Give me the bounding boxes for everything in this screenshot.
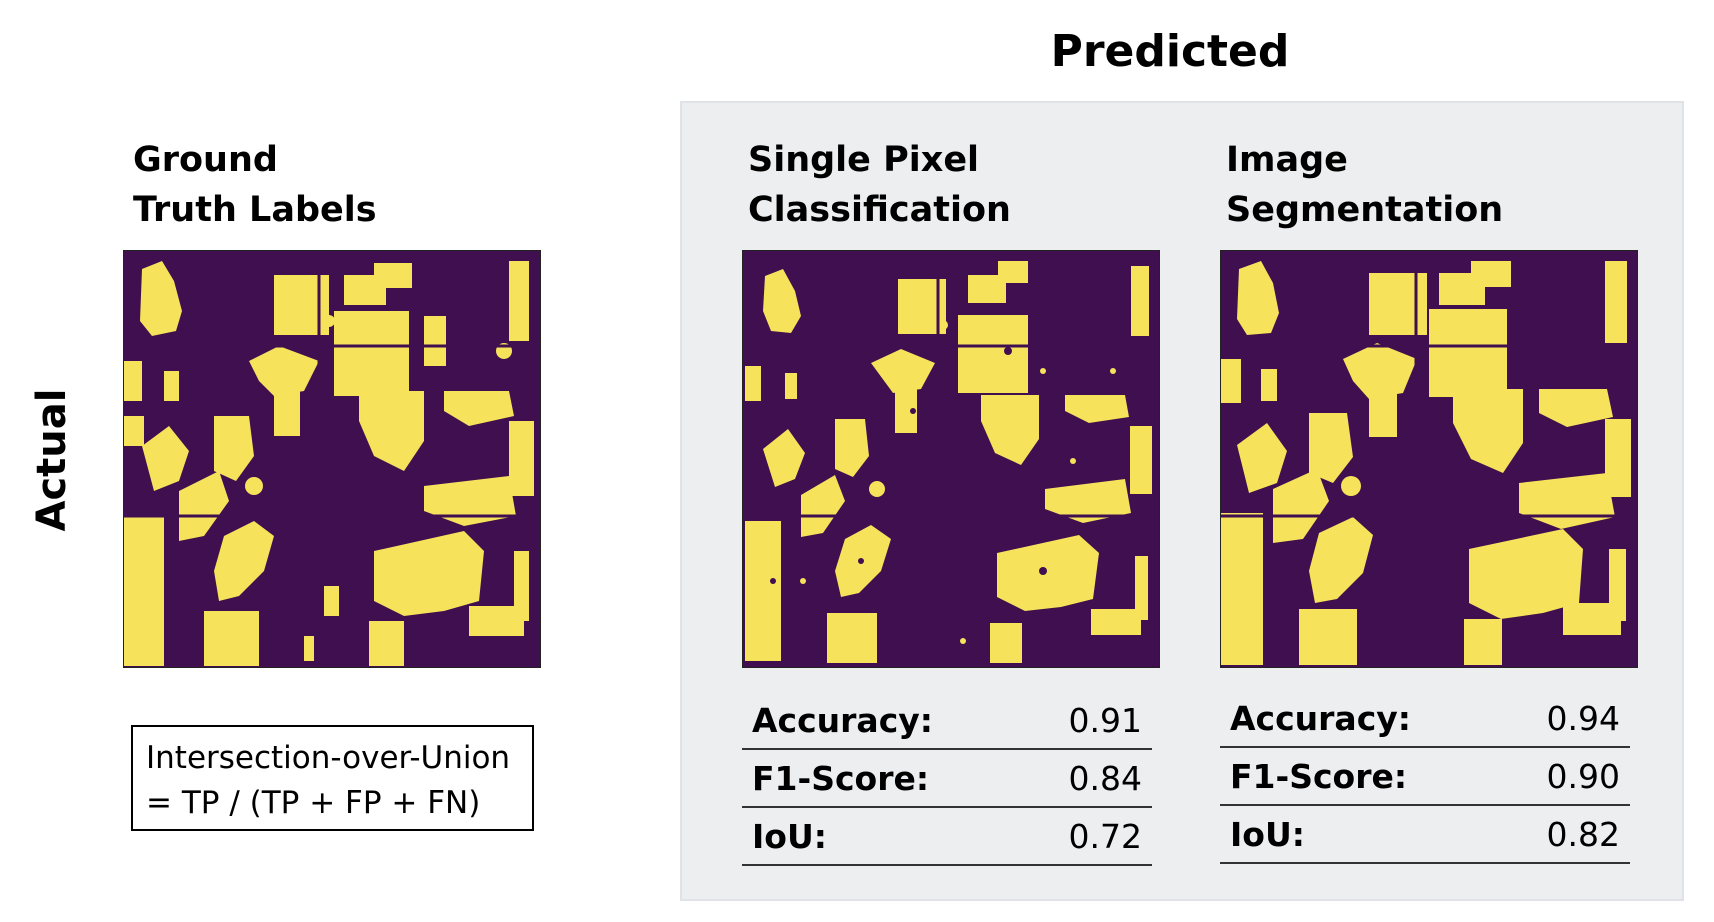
image-segmentation-title-line1: Image xyxy=(1226,140,1348,180)
single-pixel-map xyxy=(742,250,1160,668)
single-pixel-title-line1: Single Pixel xyxy=(748,140,980,180)
image-segmentation-metrics-table: Accuracy: 0.94 F1-Score: 0.90 IoU: 0.82 xyxy=(1220,690,1630,864)
iou-definition-box: Intersection-over-Union = TP / (TP + FP … xyxy=(131,725,534,831)
image-segmentation-iou-row: IoU: 0.82 xyxy=(1220,806,1630,864)
single-pixel-accuracy-value: 0.91 xyxy=(1068,700,1142,740)
image-segmentation-iou-value: 0.82 xyxy=(1546,814,1620,854)
image-segmentation-accuracy-value: 0.94 xyxy=(1546,698,1620,738)
single-pixel-title-line2: Classification xyxy=(748,190,1011,230)
image-segmentation-map xyxy=(1220,250,1638,668)
ground-truth-map xyxy=(123,250,541,668)
ground-truth-title-line2: Truth Labels xyxy=(133,190,377,230)
image-segmentation-f1-value: 0.90 xyxy=(1546,756,1620,796)
single-pixel-iou-label: IoU: xyxy=(752,816,827,856)
iou-definition-line2: = TP / (TP + FP + FN) xyxy=(146,785,481,821)
predicted-title: Predicted xyxy=(1050,26,1290,77)
image-segmentation-iou-label: IoU: xyxy=(1230,814,1305,854)
single-pixel-f1-row: F1-Score: 0.84 xyxy=(742,750,1152,808)
image-segmentation-f1-row: F1-Score: 0.90 xyxy=(1220,748,1630,806)
ground-truth-map-image xyxy=(124,251,540,667)
single-pixel-f1-value: 0.84 xyxy=(1068,758,1142,798)
ground-truth-title: Ground Truth Labels xyxy=(133,135,377,235)
ground-truth-title-line1: Ground xyxy=(133,140,278,180)
single-pixel-f1-label: F1-Score: xyxy=(752,758,930,798)
single-pixel-iou-value: 0.72 xyxy=(1068,816,1142,856)
single-pixel-iou-row: IoU: 0.72 xyxy=(742,808,1152,866)
image-segmentation-map-image xyxy=(1221,251,1637,667)
image-segmentation-title: Image Segmentation xyxy=(1226,135,1503,235)
single-pixel-map-image xyxy=(743,251,1159,667)
image-segmentation-f1-label: F1-Score: xyxy=(1230,756,1408,796)
image-segmentation-accuracy-label: Accuracy: xyxy=(1230,698,1411,738)
image-segmentation-title-line2: Segmentation xyxy=(1226,190,1504,230)
image-segmentation-accuracy-row: Accuracy: 0.94 xyxy=(1220,690,1630,748)
single-pixel-title: Single Pixel Classification xyxy=(748,135,1011,235)
single-pixel-accuracy-label: Accuracy: xyxy=(752,700,933,740)
iou-definition-line1: Intersection-over-Union xyxy=(146,740,511,776)
actual-axis-label: Actual xyxy=(29,388,75,532)
single-pixel-metrics-table: Accuracy: 0.91 F1-Score: 0.84 IoU: 0.72 xyxy=(742,692,1152,866)
single-pixel-accuracy-row: Accuracy: 0.91 xyxy=(742,692,1152,750)
